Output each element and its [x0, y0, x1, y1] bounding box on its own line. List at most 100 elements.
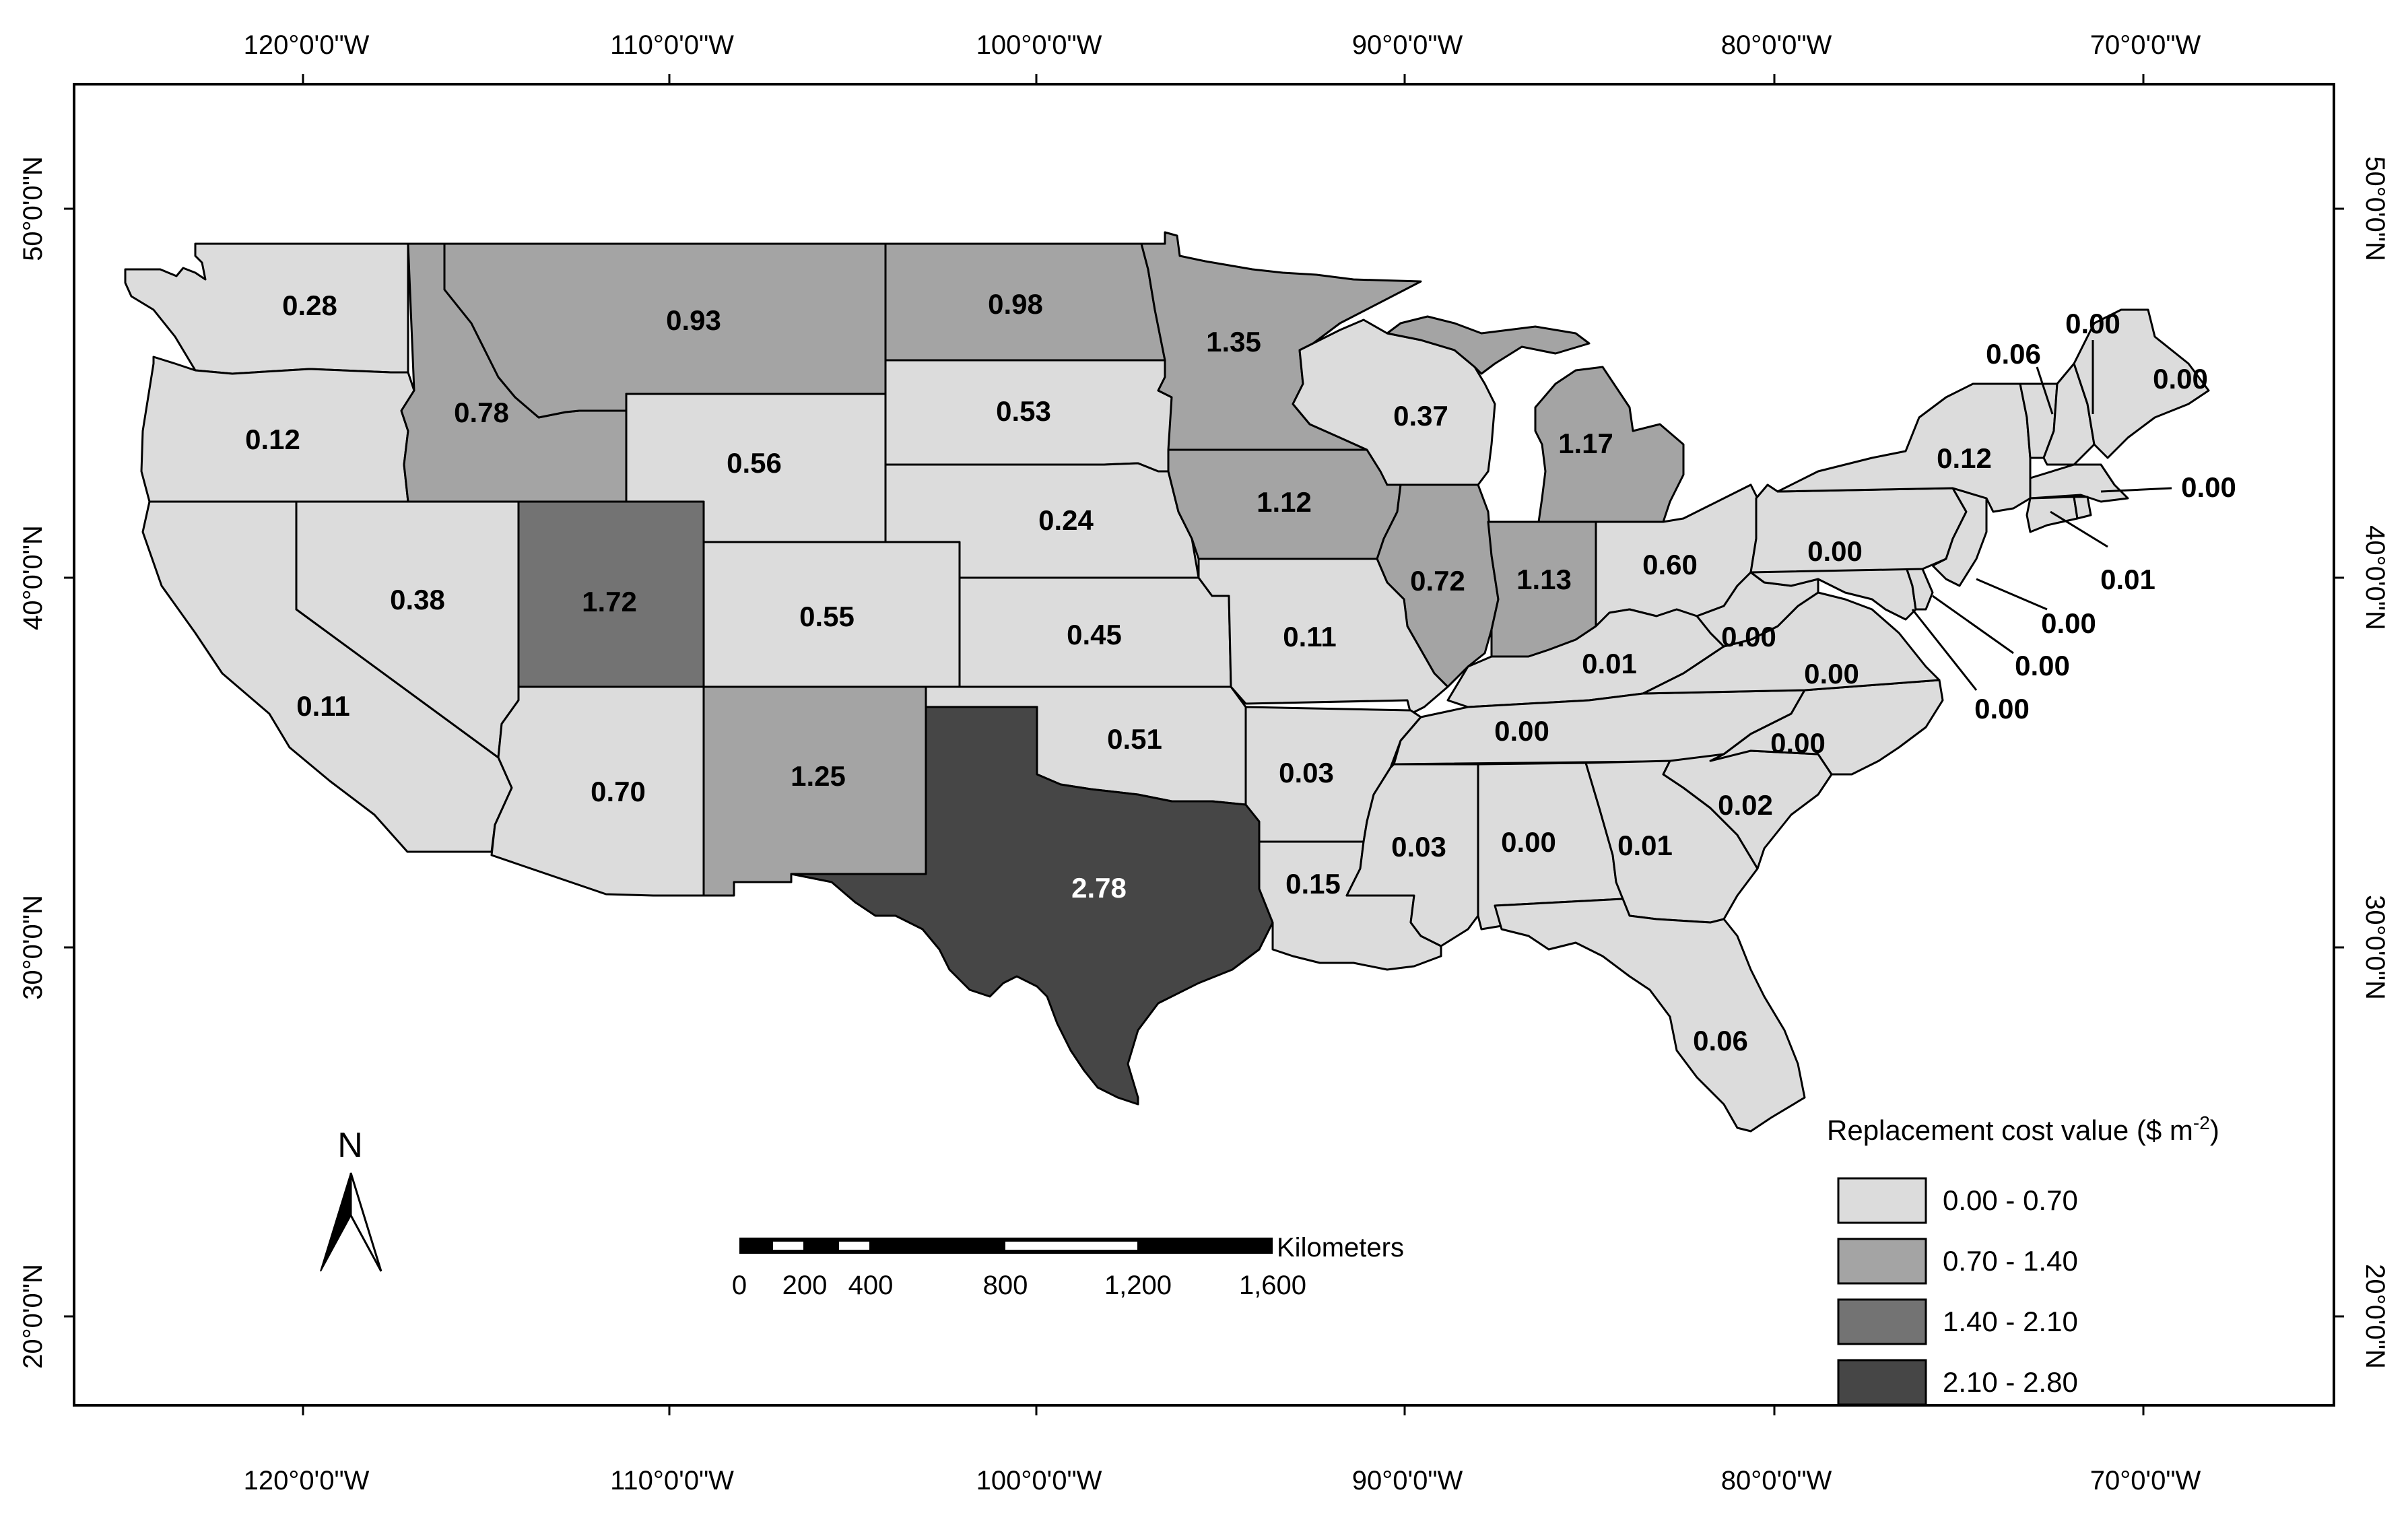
left-axis-label: 20°0'0"N: [18, 1264, 48, 1369]
value-label-fl: 0.06: [1693, 1025, 1748, 1056]
bottom-axis-labels: 120°0'0"W 110°0'0"W 100°0'0"W 90°0'0"W 8…: [244, 1466, 2201, 1495]
north-arrow: N: [320, 1126, 382, 1272]
value-label-ms: 0.03: [1391, 831, 1446, 863]
scale-bar-segment: [1005, 1242, 1137, 1250]
value-label-ne: 0.24: [1038, 504, 1094, 536]
value-label-tx: 2.78: [1071, 872, 1127, 904]
value-label-wi: 0.37: [1393, 400, 1448, 432]
left-axis-label: 40°0'0"N: [18, 525, 48, 630]
scale-bar-tick: 200: [782, 1271, 828, 1300]
value-label-vt: 0.06: [1986, 338, 2041, 370]
top-axis-label: 110°0'0"W: [610, 30, 734, 60]
right-axis-label: 30°0'0"N: [2360, 895, 2390, 1000]
value-label-wy: 0.56: [727, 447, 782, 479]
value-label-nh: 0.00: [2065, 308, 2120, 339]
value-label-ok: 0.51: [1107, 723, 1162, 755]
scale-bar-segment: [839, 1242, 869, 1250]
scale-bar-segment: [773, 1242, 803, 1250]
left-axis-labels: 50°0'0"N 40°0'0"N 30°0'0"N 20°0'0"N: [18, 156, 48, 1369]
state-mi-upper: [1386, 315, 1591, 375]
bottom-axis-label: 120°0'0"W: [244, 1466, 370, 1495]
value-label-la: 0.15: [1285, 868, 1341, 900]
legend-swatch-class4: [1837, 1359, 1927, 1406]
value-label-pa: 0.00: [1807, 535, 1863, 567]
legend: Replacement cost value ($ m-2) 0.00 - 0.…: [1827, 1112, 2219, 1406]
value-label-nj: 0.00: [2041, 607, 2096, 639]
value-label-nv: 0.38: [390, 584, 445, 615]
bottom-axis-label: 90°0'0"W: [1352, 1466, 1463, 1495]
legend-title-main: Replacement cost value ($ m: [1827, 1114, 2193, 1146]
value-label-mo: 0.11: [1283, 621, 1336, 652]
value-label-sd: 0.53: [996, 395, 1051, 427]
frame-ticks: [64, 74, 2344, 1415]
leader-lines: [1911, 340, 2172, 691]
state-nc: [1709, 679, 1944, 776]
value-label-ks: 0.45: [1067, 619, 1122, 650]
value-label-de: 0.00: [2015, 650, 2070, 681]
value-label-nc: 0.00: [1770, 727, 1826, 759]
value-label-ut: 1.72: [582, 586, 637, 617]
bottom-axis-label: 110°0'0"W: [610, 1466, 734, 1495]
state-nj: [1931, 487, 1988, 587]
legend-item-label: 0.70 - 1.40: [1943, 1245, 2078, 1277]
scale-bar-unit: Kilometers: [1277, 1233, 1404, 1263]
value-label-md: 0.00: [1974, 693, 2030, 725]
legend-swatch-class1: [1837, 1177, 1927, 1224]
scale-bar-tick: 1,600: [1239, 1271, 1306, 1300]
value-label-nd: 0.98: [988, 288, 1043, 320]
value-label-ky: 0.01: [1582, 648, 1637, 679]
legend-title: Replacement cost value ($ m-2): [1827, 1112, 2219, 1146]
value-label-wa: 0.28: [282, 290, 337, 321]
top-axis-label: 100°0'0"W: [976, 30, 1102, 60]
value-label-ia: 1.12: [1257, 486, 1312, 518]
value-label-mi: 1.17: [1558, 428, 1613, 459]
scale-bar-tick: 400: [848, 1271, 894, 1300]
state-mo: [1197, 558, 1449, 715]
legend-item-label: 0.00 - 0.70: [1943, 1184, 2078, 1216]
state-wv: [1696, 571, 1819, 648]
top-axis-label: 90°0'0"W: [1352, 30, 1463, 60]
value-label-ma: 0.00: [2181, 471, 2236, 503]
value-label-va: 0.00: [1804, 658, 1859, 690]
value-label-il: 0.72: [1410, 565, 1465, 597]
left-axis-label: 50°0'0"N: [18, 156, 48, 261]
top-axis-label: 120°0'0"W: [244, 30, 370, 60]
top-axis-label: 80°0'0"W: [1721, 30, 1832, 60]
legend-swatch-class3: [1837, 1298, 1927, 1345]
state-ms: [1345, 763, 1479, 947]
value-label-wv: 0.00: [1721, 621, 1776, 652]
legend-title-superscript: -2: [2193, 1112, 2210, 1133]
value-label-id: 0.78: [454, 397, 509, 428]
legend-swatch-class2: [1837, 1238, 1927, 1285]
state-ri: [2073, 496, 2092, 520]
value-label-in: 1.13: [1516, 564, 1572, 595]
state-value-labels: 0.28 0.12 0.11 0.78 0.38 0.93 0.56 1.72 …: [245, 288, 2236, 1056]
value-label-ga: 0.01: [1617, 830, 1673, 861]
bottom-axis-label: 70°0'0"W: [2090, 1466, 2201, 1495]
value-label-oh: 0.60: [1642, 549, 1698, 580]
state-mi: [1534, 366, 1685, 523]
scale-bar: Kilometers 0 200 400 800 1,200 1,600: [732, 1233, 1404, 1300]
value-label-or: 0.12: [245, 424, 300, 455]
value-label-ar: 0.03: [1279, 757, 1334, 788]
value-label-mt: 0.93: [666, 304, 721, 336]
right-axis-label: 40°0'0"N: [2360, 525, 2390, 630]
scale-bar-tick: 0: [732, 1271, 747, 1300]
value-label-mn: 1.35: [1206, 326, 1261, 358]
left-axis-label: 30°0'0"N: [18, 895, 48, 1000]
states-layer: [124, 231, 2210, 1133]
north-label: N: [337, 1126, 363, 1165]
bottom-axis-label: 80°0'0"W: [1721, 1466, 1832, 1495]
legend-title-end: ): [2210, 1114, 2219, 1146]
state-mt: [443, 242, 887, 419]
right-axis-label: 50°0'0"N: [2360, 156, 2390, 261]
north-arrow-icon: [320, 1172, 382, 1272]
right-axis-labels: 50°0'0"N 40°0'0"N 30°0'0"N 20°0'0"N: [2360, 156, 2390, 1369]
value-label-co: 0.55: [799, 601, 855, 632]
value-label-me: 0.00: [2153, 363, 2208, 395]
state-me: [2073, 308, 2210, 459]
scale-bar-tick: 800: [983, 1271, 1028, 1300]
state-tx: [790, 706, 1274, 1106]
value-label-al: 0.00: [1501, 826, 1556, 858]
